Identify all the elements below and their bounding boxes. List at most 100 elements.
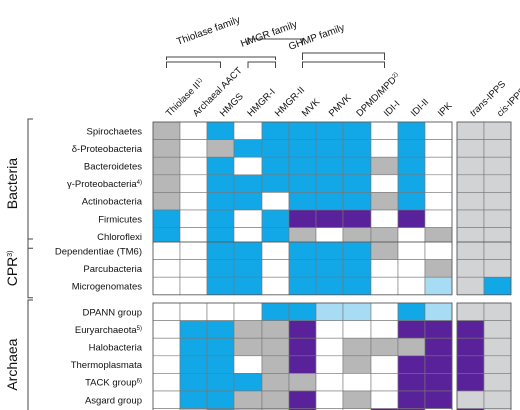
- row-label: Microgenomates: [72, 282, 142, 293]
- cell-5-state-2: [288, 121, 317, 140]
- column-header: PMVK: [327, 92, 354, 119]
- row-label: Parcubacteria: [83, 264, 142, 275]
- row-label: Actinobacteria: [82, 197, 143, 208]
- cell-12-state-5: [483, 390, 512, 409]
- table-row: Parcubacteria: [83, 259, 512, 278]
- cell-2-state-2: [206, 408, 235, 410]
- cell-6-state-0: [315, 408, 344, 410]
- cell-4-state-0: [261, 192, 290, 211]
- cell-3-state-2: [233, 139, 263, 158]
- cell-8-state-1: [370, 337, 399, 357]
- cell-6-state-0: [315, 355, 344, 374]
- table-row: TACK group6): [85, 373, 512, 392]
- cell-1-state-2: [179, 373, 208, 392]
- cell-10-state-0: [424, 156, 453, 176]
- table-row: Thermoplasmata: [71, 355, 512, 374]
- cell-6-state-2: [315, 174, 344, 193]
- table-row: Microgenomates: [72, 276, 512, 296]
- cell-10-state-3: [424, 373, 453, 392]
- cell-8-state-0: [370, 390, 399, 409]
- cell-5-state-3: [288, 408, 317, 410]
- cell-1-state-0: [179, 156, 208, 176]
- cell-5-state-3: [288, 355, 317, 374]
- cell-6-state-2: [315, 276, 344, 296]
- family-subbracket-0: [166, 61, 221, 68]
- cell-3-state-1: [233, 390, 263, 409]
- table-row: Dependentiae (TM6): [55, 241, 512, 260]
- group-bracket: [27, 299, 33, 410]
- cell-9-state-0: [397, 241, 426, 260]
- cell-6-state-2: [315, 192, 344, 211]
- cell-1-state-0: [179, 259, 208, 278]
- cell-2-state-2: [206, 174, 235, 193]
- column-header: HMGR-I: [245, 87, 277, 119]
- cell-2-state-2: [206, 156, 235, 176]
- cell-11-state-5: [456, 121, 485, 140]
- cell-11-state-3: [456, 408, 485, 410]
- cell-4-state-2: [261, 209, 290, 228]
- cell-1-state-2: [179, 355, 208, 374]
- family-subbracket-1: [247, 61, 276, 68]
- cell-7-state-2: [342, 174, 372, 193]
- cell-5-state-3: [288, 337, 317, 357]
- row-label: Bacteroidetes: [84, 162, 142, 173]
- cell-7-state-2: [342, 156, 372, 176]
- cell-7-state-2: [342, 259, 372, 278]
- cell-0-state-0: [152, 276, 181, 296]
- cell-2-state-2: [206, 390, 235, 409]
- cell-4-state-2: [261, 121, 290, 140]
- cell-12-state-5: [483, 241, 512, 260]
- cell-3-state-2: [233, 241, 263, 260]
- cell-10-state-4: [424, 276, 453, 296]
- table-row: Euryarchaeota5): [75, 320, 512, 339]
- cell-12-state-5: [483, 174, 512, 193]
- family-subbracket-2: [302, 61, 385, 68]
- cell-9-state-0: [397, 276, 426, 296]
- cell-12-state-5: [483, 192, 512, 211]
- cell-10-state-3: [424, 390, 453, 409]
- cell-4-state-1: [261, 320, 290, 339]
- cell-9-state-1: [397, 337, 426, 357]
- row-label: Asgard group: [85, 395, 142, 406]
- cell-7-state-2: [342, 241, 372, 260]
- cell-9-state-2: [397, 139, 426, 158]
- cell-3-state-0: [233, 302, 263, 321]
- cell-11-state-3: [456, 337, 485, 357]
- cell-5-state-2: [288, 192, 317, 211]
- cell-11-state-3: [456, 320, 485, 339]
- cell-8-state-0: [370, 209, 399, 228]
- cell-7-state-0: [342, 408, 372, 410]
- cell-2-state-2: [206, 320, 235, 339]
- cell-4-state-1: [261, 337, 290, 357]
- cell-8-state-3: [370, 408, 399, 410]
- cell-12-state-5: [483, 302, 512, 321]
- cell-10-state-0: [424, 139, 453, 158]
- row-label: δ-Proteobacteria: [72, 144, 143, 155]
- cell-9-state-0: [397, 259, 426, 278]
- table-row: Halobacteria: [89, 337, 512, 357]
- cell-11-state-5: [456, 174, 485, 193]
- cell-3-state-2: [233, 373, 263, 392]
- cell-1-state-0: [179, 276, 208, 296]
- cell-5-state-2: [288, 156, 317, 176]
- cell-4-state-2: [261, 139, 290, 158]
- cell-8-state-1: [370, 156, 399, 176]
- family-bracket-2: GHMP family: [287, 22, 385, 60]
- cell-3-state-0: [233, 121, 263, 140]
- table-row: Bacteroidetes: [84, 156, 512, 176]
- cell-10-state-0: [424, 121, 453, 140]
- cell-1-state-2: [179, 320, 208, 339]
- cell-3-state-1: [233, 408, 263, 410]
- cell-8-state-1: [370, 192, 399, 211]
- cell-4-state-1: [261, 408, 290, 410]
- cell-0-state-0: [152, 320, 181, 339]
- cell-7-state-4: [342, 302, 372, 321]
- cell-11-state-3: [456, 355, 485, 374]
- cell-9-state-3: [397, 320, 426, 339]
- cell-1-state-2: [179, 337, 208, 357]
- cell-6-state-2: [315, 121, 344, 140]
- cell-0-state-0: [152, 337, 181, 357]
- cell-2-state-2: [206, 209, 235, 228]
- cell-3-state-0: [233, 209, 263, 228]
